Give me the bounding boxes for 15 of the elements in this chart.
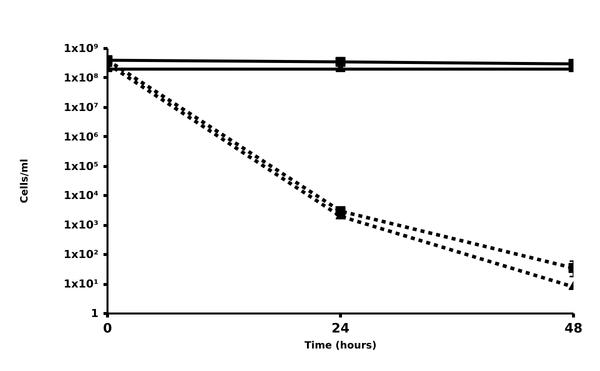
y-tick-label: 1x10⁵: [64, 160, 99, 173]
y-tick-label: 1x10³: [64, 218, 99, 232]
y-tick-label: 1x10¹: [64, 278, 99, 291]
y-tick-label: 1x10⁹: [64, 42, 99, 55]
y-tick-label: 1x10⁸: [64, 71, 99, 84]
x-tick-label: 24: [331, 322, 350, 336]
x-tick-label: 48: [564, 322, 583, 336]
y-tick-label: 1x10⁶: [64, 130, 99, 144]
y-axis-title: Cells/ml: [20, 158, 31, 204]
y-tick-label: 1x10⁴: [64, 189, 99, 202]
y-tick-label: 1x10⁷: [64, 100, 99, 114]
y-tick-label: 1: [90, 307, 98, 320]
y-tick-label: 1x10²: [64, 248, 99, 262]
x-axis-title: Time (hours): [304, 340, 377, 352]
x-tick-label: 0: [102, 322, 112, 336]
